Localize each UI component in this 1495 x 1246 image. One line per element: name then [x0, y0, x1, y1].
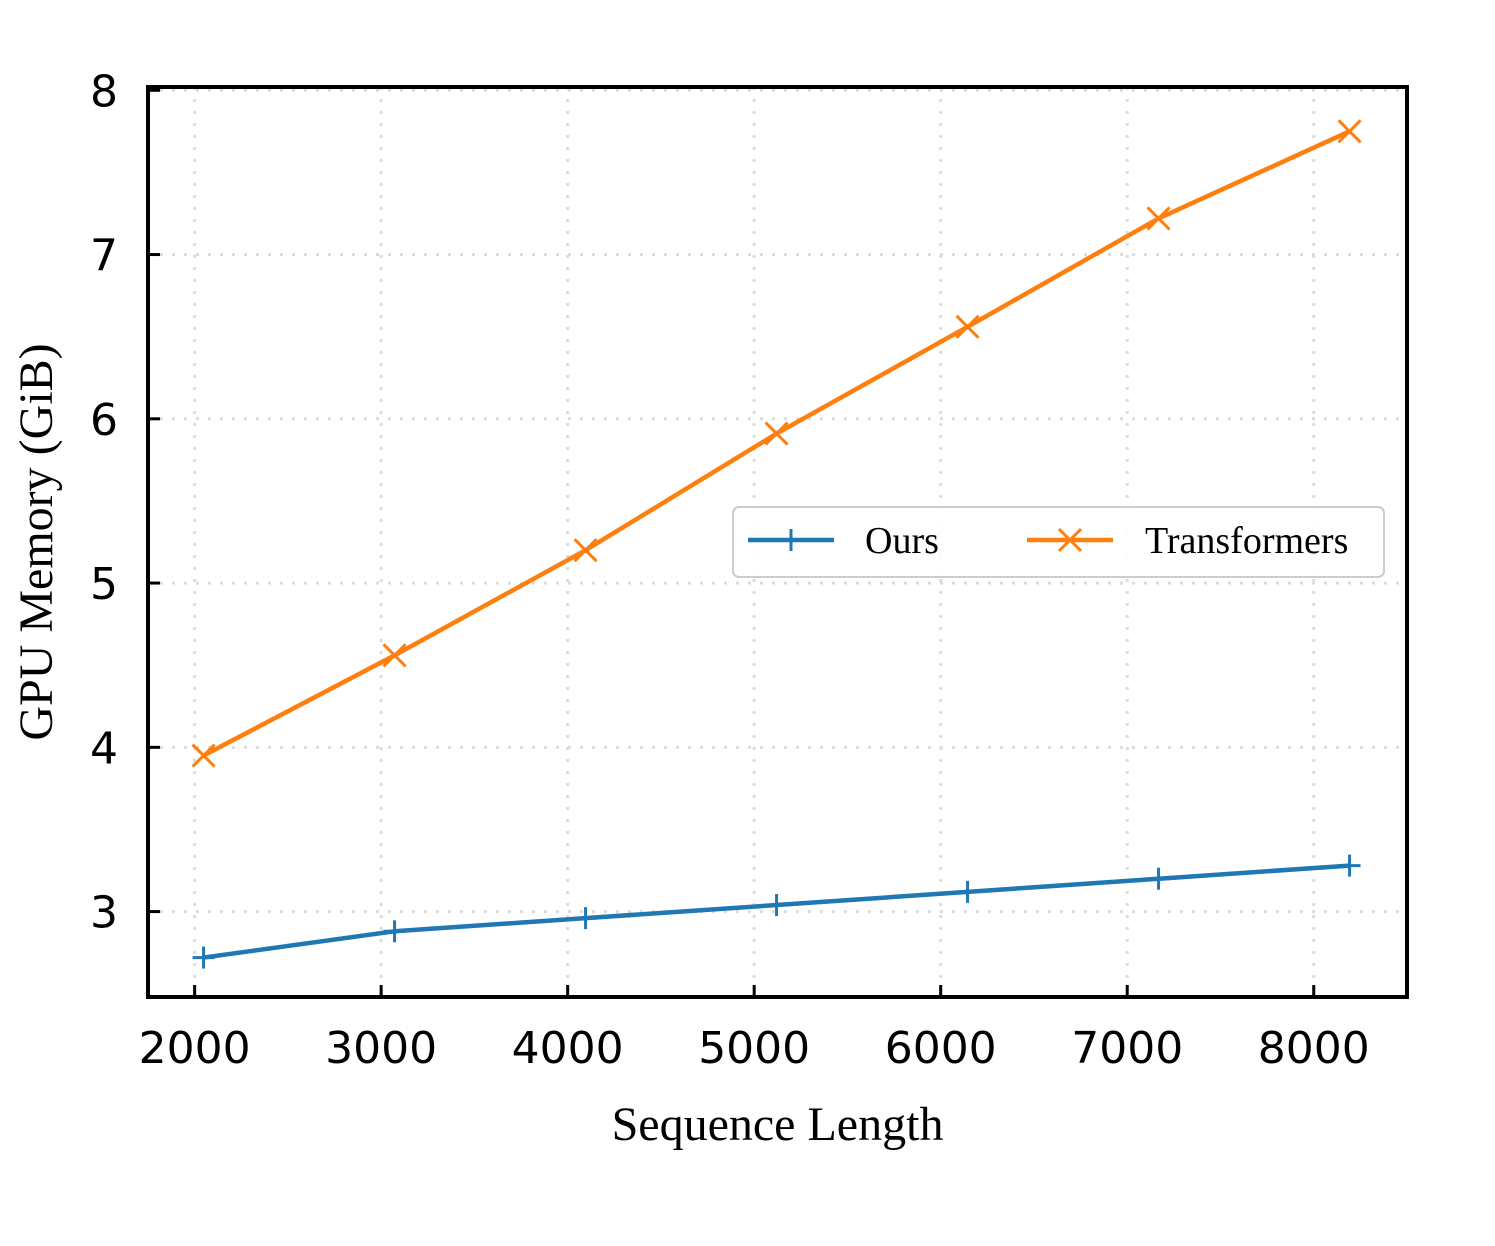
data-point-ours: [1338, 854, 1361, 877]
y-tick-label: 6: [90, 395, 118, 446]
x-tick-label: 2000: [139, 1023, 251, 1074]
data-point-ours: [956, 880, 979, 903]
x-tick-label: 3000: [325, 1023, 437, 1074]
x-tick-label: 6000: [885, 1023, 997, 1074]
data-point-transformers: [764, 421, 789, 446]
data-point-transformers: [1337, 119, 1362, 144]
legend-marker-transformers: [1057, 527, 1083, 553]
y-tick-label: 3: [90, 888, 118, 939]
series-layer: [191, 119, 1362, 969]
plot-frame: [146, 85, 1409, 999]
x-tick-label: 7000: [1071, 1023, 1183, 1074]
y-tick-label: 7: [90, 231, 118, 282]
data-point-ours: [1147, 867, 1170, 890]
data-point-ours: [765, 894, 788, 917]
data-point-transformers: [955, 314, 980, 339]
y-tick-label: 5: [90, 559, 118, 610]
data-point-ours: [192, 946, 215, 969]
data-point-transformers: [1146, 206, 1171, 231]
legend: Ours Transformers: [732, 506, 1385, 578]
x-tick-label: 8000: [1258, 1023, 1370, 1074]
legend-marker-ours: [780, 529, 802, 551]
legend-label-transformers: Transformers: [1145, 520, 1348, 562]
y-tick-label: 8: [90, 66, 118, 117]
data-point-transformers: [382, 643, 407, 668]
grid: [148, 87, 1407, 997]
data-point-ours: [574, 907, 597, 930]
data-point-transformers: [573, 538, 598, 563]
legend-label-ours: Ours: [865, 520, 939, 562]
x-axis-title: Sequence Length: [612, 1098, 944, 1151]
x-tick-label: 4000: [512, 1023, 624, 1074]
series-line-transformers: [202, 129, 1351, 758]
x-tick-label: 5000: [698, 1023, 810, 1074]
y-tick-label: 4: [90, 723, 118, 774]
ticks: 2000 3000 4000 5000 6000 7000 8000 3 4 5 6 7 8: [90, 66, 1370, 1074]
data-point-ours: [383, 920, 406, 943]
data-point-transformers: [191, 743, 216, 768]
y-axis-title: GPU Memory (GiB): [10, 343, 63, 740]
